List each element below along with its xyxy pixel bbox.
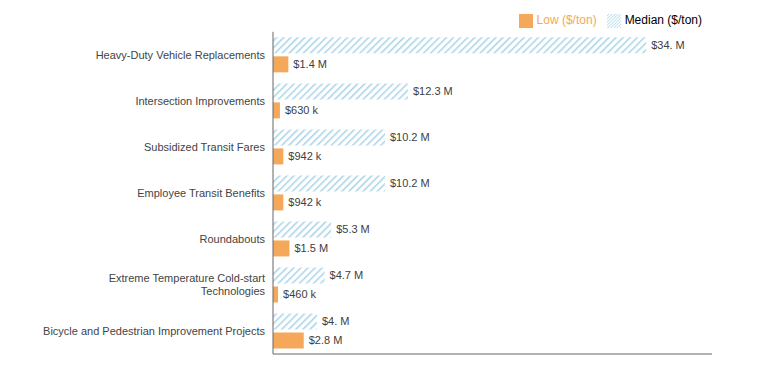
svg-text:$1.4 M: $1.4 M [293,58,327,70]
svg-text:$942 k: $942 k [288,196,322,208]
svg-text:$460 k: $460 k [283,288,317,300]
svg-text:Roundabouts: Roundabouts [200,233,266,245]
svg-text:Employee Transit Benefits: Employee Transit Benefits [137,187,265,199]
svg-text:$10.2 M: $10.2 M [390,131,430,143]
svg-text:$34. M: $34. M [651,39,685,51]
svg-text:$1.5 M: $1.5 M [294,242,328,254]
svg-text:$4.7 M: $4.7 M [330,269,364,281]
svg-text:Heavy-Duty Vehicle Replacement: Heavy-Duty Vehicle Replacements [96,49,266,61]
svg-text:$12.3 M: $12.3 M [413,85,453,97]
svg-text:Bicycle and Pedestrian Improve: Bicycle and Pedestrian Improvement Proje… [43,325,265,337]
html-text:Median ($/ton): Median ($/ton) [624,13,702,27]
svg-text:Extreme Temperature Cold-start: Extreme Temperature Cold-startTechnologi… [109,272,266,297]
html-text:Low ($/ton): Low ($/ton) [536,13,597,27]
svg-text:$5.3 M: $5.3 M [336,223,370,235]
svg-text:$630 k: $630 k [285,104,319,116]
svg-text:$2.8 M: $2.8 M [309,334,343,346]
svg-text:Subsidized Transit Fares: Subsidized Transit Fares [144,141,266,153]
svg-text:$10.2 M: $10.2 M [390,177,430,189]
svg-text:$4. M: $4. M [322,315,350,327]
svg-text:$942 k: $942 k [288,150,322,162]
svg-text:Intersection Improvements: Intersection Improvements [135,95,265,107]
